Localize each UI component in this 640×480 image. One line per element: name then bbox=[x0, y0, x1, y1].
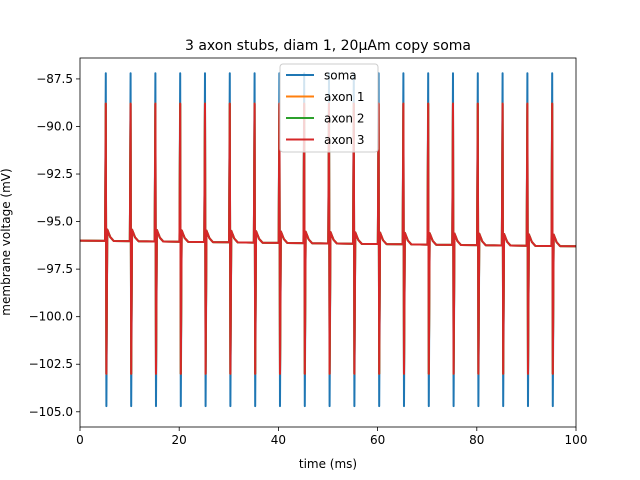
plot-frame bbox=[79, 57, 577, 428]
x-tick-label: 20 bbox=[172, 433, 187, 447]
x-tick-label: 100 bbox=[565, 433, 588, 447]
legend: soma axon 1 axon 2 axon 3 bbox=[279, 63, 379, 153]
x-axis: 0 20 40 60 80 100 bbox=[76, 427, 587, 447]
legend-label-axon-2: axon 2 bbox=[324, 112, 364, 126]
y-tick-label: −105.0 bbox=[29, 405, 73, 419]
y-tick-label: −92.5 bbox=[36, 167, 73, 181]
legend-box bbox=[279, 63, 379, 153]
y-tick-label: −102.5 bbox=[29, 357, 73, 371]
y-axis-label: membrane voltage (mV) bbox=[0, 168, 13, 315]
y-axis: −87.5 −90.0 −92.5 −95.0 −97.5 −100.0 −102.5 −10… bbox=[29, 72, 80, 419]
x-tick-label: 40 bbox=[271, 433, 286, 447]
x-tick-label: 60 bbox=[370, 433, 385, 447]
y-tick-label: −97.5 bbox=[36, 262, 73, 276]
x-tick-label: 80 bbox=[469, 433, 484, 447]
chart-title: 3 axon stubs, diam 1, 20μAm copy soma bbox=[185, 38, 471, 54]
series-layer bbox=[80, 72, 576, 408]
legend-label-axon-1: axon 1 bbox=[324, 90, 364, 104]
y-tick-label: −87.5 bbox=[36, 72, 73, 86]
legend-label-axon-3: axon 3 bbox=[324, 133, 364, 147]
y-tick-label: −90.0 bbox=[36, 119, 73, 133]
x-tick-label: 0 bbox=[76, 433, 84, 447]
legend-label-soma: soma bbox=[324, 69, 357, 83]
series-line-axon-3 bbox=[80, 102, 576, 375]
y-tick-label: −95.0 bbox=[36, 215, 73, 229]
y-tick-label: −100.0 bbox=[29, 310, 73, 324]
x-axis-label: time (ms) bbox=[299, 457, 357, 471]
